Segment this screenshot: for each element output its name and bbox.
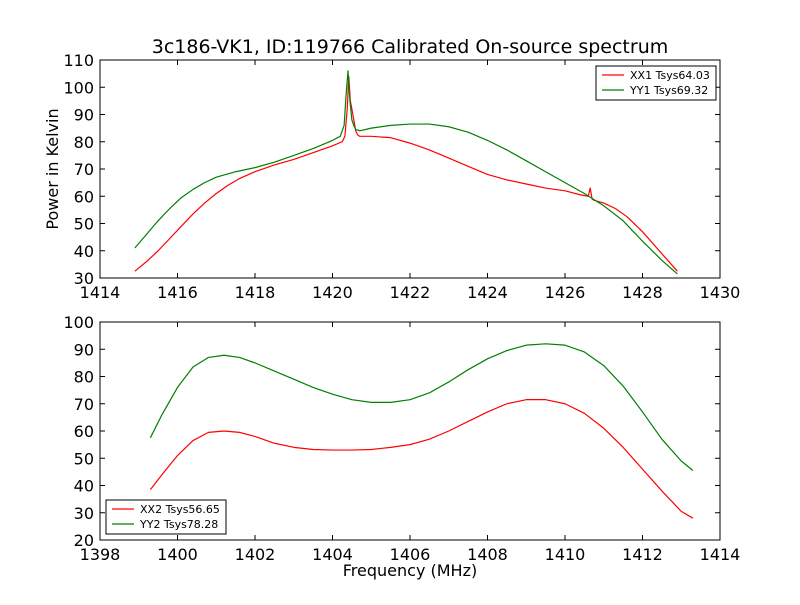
legend: XX1 Tsys64.03 YY1 Tsys69.32 [595,65,717,101]
x-tick-label: 1400 [157,545,198,564]
series-line-xx1-tsys64-03 [134,75,678,272]
series-line-xx2-tsys56-65 [149,399,694,519]
y-tick-label: 60 [74,422,94,441]
y-tick-label: 90 [74,106,94,125]
x-tick-label: 1420 [312,283,353,302]
y-tick-label: 80 [74,133,94,152]
x-axis-label: Frequency (MHz) [343,561,477,580]
top-spectrum-panel: 1414 1416 1418 1420 1422 1424 1426 1428 1430 30 40… [63,51,740,302]
x-tick-label: 1418 [235,283,276,302]
y-tick-label: 40 [74,477,94,496]
legend-entry-xx2-tsys56-65: XX2 Tsys56.65 [140,503,220,516]
legend-box [105,499,227,535]
y-tick-label: 60 [74,187,94,206]
x-tick-label: 1402 [235,545,276,564]
x-tick-label: 1422 [390,283,431,302]
y-tick-label: 30 [74,504,94,523]
x-tick-label: 1424 [467,283,508,302]
x-tick-label: 1414 [700,545,741,564]
figure-title: 3c186-VK1, ID:119766 Calibrated On-sourc… [152,36,669,58]
y-tick-label: 100 [63,313,94,332]
y-tick-label: 30 [74,269,94,288]
y-tick-label: 100 [63,78,94,97]
y-tick-label: 40 [74,242,94,261]
y-tick-label: 50 [74,449,94,468]
x-tick-label: 1426 [545,283,586,302]
y-tick-label: 20 [74,531,94,550]
legend-entry-yy2-tsys78-28: YY2 Tsys78.28 [139,518,218,531]
legend-box [595,65,717,101]
x-tick-label: 1408 [467,545,508,564]
y-tick-label: 80 [74,368,94,387]
x-tick-label: 1410 [545,545,586,564]
legend-entry-xx1-tsys64-03: XX1 Tsys64.03 [630,69,710,82]
y-tick-label: 50 [74,215,94,234]
x-tick-label: 1398 [80,545,121,564]
x-tick-label: 1416 [157,283,198,302]
legend: XX2 Tsys56.65 YY2 Tsys78.28 [105,499,227,535]
x-tick-label: 1404 [312,545,353,564]
bottom-spectrum-panel: 1398 1400 1402 1404 1406 1408 1410 1412 1414 20 30… [63,313,740,564]
y-tick-label: 70 [74,160,94,179]
y-axis-label: Power in Kelvin [43,108,62,229]
y-tick-label: 70 [74,395,94,414]
x-tick-label: 1406 [390,545,431,564]
legend-entry-yy1-tsys69-32: YY1 Tsys69.32 [629,84,708,97]
y-tick-label: 90 [74,340,94,359]
x-tick-label: 1412 [622,545,663,564]
series-line-yy1-tsys69-32 [134,70,678,275]
x-tick-label: 1414 [80,283,121,302]
y-tick-label: 110 [63,51,94,70]
series-line-yy2-tsys78-28 [149,343,694,471]
x-tick-label: 1428 [622,283,663,302]
x-tick-label: 1430 [700,283,741,302]
